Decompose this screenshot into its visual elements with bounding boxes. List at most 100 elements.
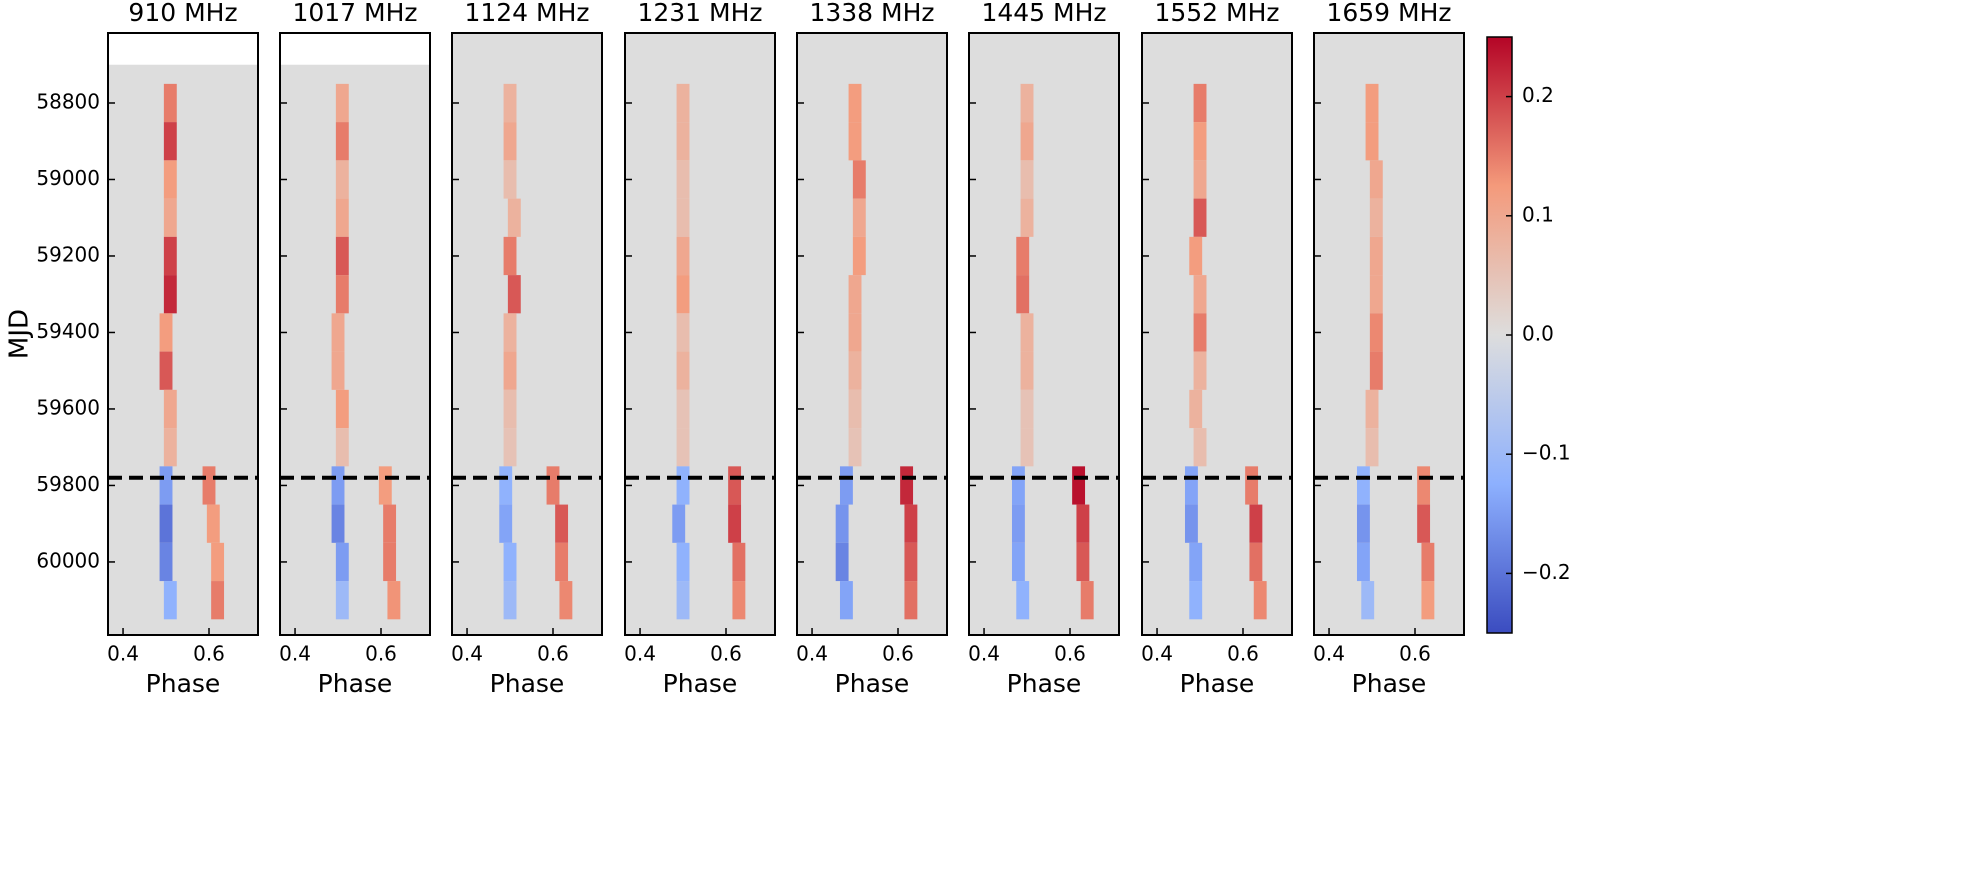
y-tick-label: 59000 [36, 166, 100, 190]
ridge-cell [335, 428, 349, 467]
trough-cell [839, 581, 853, 620]
x-tick-label: 0.6 [365, 642, 397, 666]
panel-frame [107, 32, 259, 636]
ridge-cell [1253, 581, 1267, 620]
trough-cell [335, 542, 349, 582]
ridge-cell [1365, 428, 1379, 467]
ridge-cell [852, 236, 866, 276]
trough-cell [499, 466, 513, 505]
ridge-cell [1193, 198, 1207, 237]
ridge-cell [728, 504, 742, 543]
trough-cell [163, 581, 177, 620]
trough-cell [499, 504, 513, 543]
ridge-cell [1020, 313, 1034, 352]
ridge-cell [555, 504, 569, 543]
ridge-cell [1249, 542, 1263, 582]
ridge-cell [546, 466, 560, 505]
ridge-cell [852, 160, 866, 199]
ridge-cell [1016, 275, 1030, 314]
x-tick-label: 0.6 [710, 642, 742, 666]
ridge-cell [507, 275, 521, 314]
ridge-cell [1417, 466, 1431, 505]
data-area [625, 33, 775, 635]
ridge-cell [1193, 275, 1207, 314]
trough-cell [503, 581, 517, 620]
data-area [1314, 33, 1464, 635]
ridge-cell [676, 122, 690, 161]
ridge-cell [848, 389, 862, 429]
y-tick-label: 60000 [36, 548, 100, 572]
ridge-cell [848, 122, 862, 161]
ridge-cell [159, 313, 173, 352]
panel-title: 1124 MHz [464, 0, 589, 27]
data-area [969, 33, 1119, 635]
trough-cell [1184, 504, 1198, 543]
ridge-cell [159, 351, 173, 390]
ridge-cell [503, 122, 517, 161]
ridge-cell [848, 313, 862, 352]
ridge-cell [676, 198, 690, 237]
panel-title: 910 MHz [128, 0, 237, 27]
trough-cell [1011, 466, 1025, 505]
y-tick-label: 58800 [36, 89, 100, 113]
ridge-cell [848, 428, 862, 467]
x-tick-label: 0.6 [537, 642, 569, 666]
data-area [1142, 33, 1292, 635]
x-tick-label: 0.4 [968, 642, 1000, 666]
ridge-cell [335, 160, 349, 199]
colorbar-tick-label: −0.2 [1522, 560, 1571, 584]
ridge-cell [1193, 83, 1207, 123]
ridge-cell [1020, 351, 1034, 390]
ridge-cell [904, 581, 918, 620]
ridge-cell [1193, 351, 1207, 390]
ridge-cell [503, 428, 517, 467]
ridge-cell [1072, 466, 1086, 505]
trough-cell [676, 466, 690, 505]
panel-title: 1231 MHz [637, 0, 762, 27]
ridge-cell [555, 542, 569, 582]
ridge-cell [503, 160, 517, 199]
ridge-cell [163, 428, 177, 467]
ridge-cell [559, 581, 573, 620]
ridge-cell [1245, 466, 1259, 505]
trough-cell [159, 542, 173, 582]
ridge-cell [507, 198, 521, 237]
ridge-cell [1421, 542, 1435, 582]
ridge-cell [378, 466, 392, 505]
ridge-cell [1020, 83, 1034, 123]
ridge-cell [1421, 581, 1435, 620]
panel-title: 1338 MHz [809, 0, 934, 27]
x-tick-label: 0.4 [796, 642, 828, 666]
ridge-cell [387, 581, 401, 620]
ridge-cell [1193, 313, 1207, 352]
ridge-cell [1193, 160, 1207, 199]
ridge-cell [335, 83, 349, 123]
trough-cell [1011, 504, 1025, 543]
trough-cell [1189, 581, 1203, 620]
ridge-cell [1020, 428, 1034, 467]
ridge-cell [1365, 83, 1379, 123]
y-tick-label: 59600 [36, 395, 100, 419]
ridge-cell [676, 351, 690, 390]
trough-cell [839, 466, 853, 505]
trough-cell [1356, 542, 1370, 582]
x-tick-label: 0.6 [1054, 642, 1086, 666]
ridge-cell [1369, 275, 1383, 314]
ridge-cell [732, 581, 746, 620]
x-tick-label: 0.6 [193, 642, 225, 666]
trough-cell [159, 466, 173, 505]
panel-frame [968, 32, 1120, 636]
trough-cell [1011, 542, 1025, 582]
ridge-cell [848, 83, 862, 123]
y-axis-label: MJD [5, 309, 35, 359]
ridge-cell [163, 160, 177, 199]
ridge-cell [1369, 160, 1383, 199]
ridge-cell [1365, 389, 1379, 429]
trough-cell [1016, 581, 1030, 620]
data-area [280, 64, 430, 635]
trough-cell [1356, 466, 1370, 505]
ridge-cell [163, 122, 177, 161]
ridge-cell [676, 313, 690, 352]
ridge-cell [503, 236, 517, 276]
